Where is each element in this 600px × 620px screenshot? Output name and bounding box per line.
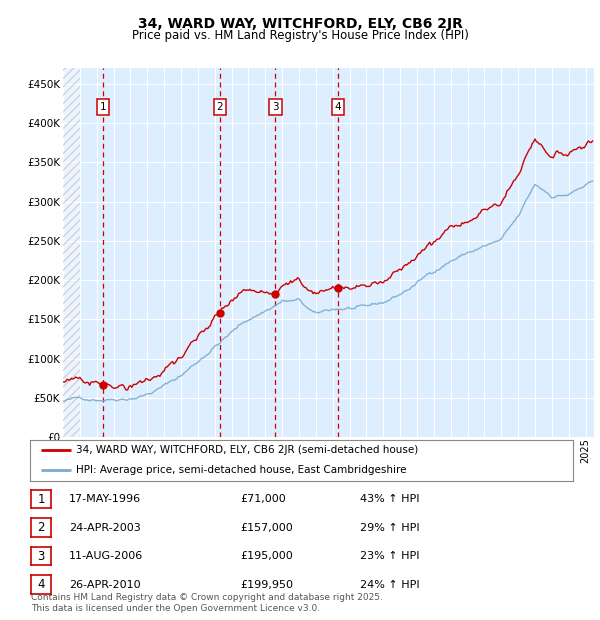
Text: 23% ↑ HPI: 23% ↑ HPI [360, 551, 419, 561]
Text: 2: 2 [217, 102, 223, 112]
Text: 26-APR-2010: 26-APR-2010 [69, 580, 140, 590]
Text: 43% ↑ HPI: 43% ↑ HPI [360, 494, 419, 504]
Text: 3: 3 [37, 550, 45, 562]
Text: £195,000: £195,000 [240, 551, 293, 561]
Text: 11-AUG-2006: 11-AUG-2006 [69, 551, 143, 561]
Text: 24-APR-2003: 24-APR-2003 [69, 523, 141, 533]
Text: 29% ↑ HPI: 29% ↑ HPI [360, 523, 419, 533]
Text: 17-MAY-1996: 17-MAY-1996 [69, 494, 141, 504]
Bar [63, 68, 80, 437]
Text: £157,000: £157,000 [240, 523, 293, 533]
Text: 1: 1 [37, 493, 45, 505]
Text: 3: 3 [272, 102, 279, 112]
Text: £199,950: £199,950 [240, 580, 293, 590]
Text: Price paid vs. HM Land Registry's House Price Index (HPI): Price paid vs. HM Land Registry's House … [131, 29, 469, 42]
Text: 24% ↑ HPI: 24% ↑ HPI [360, 580, 419, 590]
Text: Contains HM Land Registry data © Crown copyright and database right 2025.
This d: Contains HM Land Registry data © Crown c… [31, 593, 383, 613]
Text: 4: 4 [37, 578, 45, 591]
Text: 34, WARD WAY, WITCHFORD, ELY, CB6 2JR (semi-detached house): 34, WARD WAY, WITCHFORD, ELY, CB6 2JR (s… [76, 445, 418, 455]
Text: HPI: Average price, semi-detached house, East Cambridgeshire: HPI: Average price, semi-detached house,… [76, 466, 407, 476]
Text: 1: 1 [100, 102, 106, 112]
Text: 2: 2 [37, 521, 45, 534]
Text: 4: 4 [334, 102, 341, 112]
Text: 34, WARD WAY, WITCHFORD, ELY, CB6 2JR: 34, WARD WAY, WITCHFORD, ELY, CB6 2JR [137, 17, 463, 32]
Text: £71,000: £71,000 [240, 494, 286, 504]
